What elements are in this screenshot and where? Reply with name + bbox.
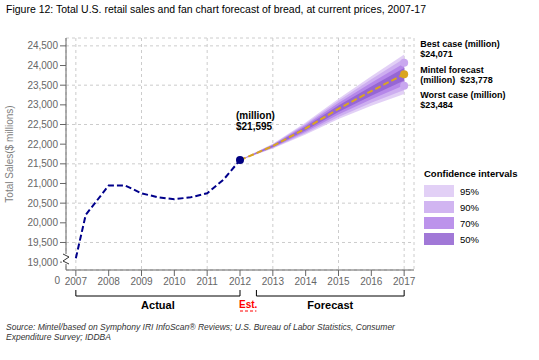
html-text:90%: 90%: [460, 201, 479, 213]
svg-text:19,500: 19,500: [27, 237, 58, 248]
svg-text:2014: 2014: [295, 276, 318, 287]
svg-text:20,500: 20,500: [27, 198, 58, 209]
svg-text:21,000: 21,000: [27, 178, 58, 189]
html-text:95%: 95%: [460, 185, 479, 197]
svg-text:20,000: 20,000: [27, 217, 58, 228]
svg-text:2010: 2010: [163, 276, 186, 287]
svg-text:2009: 2009: [130, 276, 153, 287]
html-text:Source: Mintel/based on Sympho: Source: Mintel/based on Symphony IRI Inf…: [6, 322, 395, 343]
svg-text:Actual: Actual: [141, 299, 175, 311]
svg-text:2015: 2015: [327, 276, 350, 287]
svg-text:(million)$21,595: (million)$21,595: [236, 110, 275, 132]
svg-text:2016: 2016: [360, 276, 383, 287]
html-text:Confidence intervals: Confidence intervals: [424, 168, 518, 179]
svg-text:2012: 2012: [229, 276, 252, 287]
svg-text:Total Sales($ millions): Total Sales($ millions): [8, 105, 15, 202]
html-text:70%: 70%: [460, 217, 479, 229]
svg-text:22,500: 22,500: [27, 119, 58, 130]
svg-text:Est.: Est.: [239, 299, 258, 310]
svg-text:Forecast: Forecast: [307, 299, 353, 311]
svg-text:Best case (million)$24,071: Best case (million)$24,071: [420, 39, 500, 59]
html-text:Figure 12: Total U.S. retail s: Figure 12: Total U.S. retail sales and f…: [6, 3, 426, 15]
svg-text:22,000: 22,000: [27, 139, 58, 150]
svg-text:19,000: 19,000: [27, 257, 58, 268]
svg-text:2011: 2011: [196, 276, 218, 287]
svg-text:Worst case (million)$23,484: Worst case (million)$23,484: [420, 90, 505, 110]
svg-text:2013: 2013: [262, 276, 285, 287]
svg-text:23,500: 23,500: [27, 80, 58, 91]
svg-text:0: 0: [54, 275, 60, 286]
svg-text:Mintel forecast(million) $23,: Mintel forecast(million) $23,778: [420, 65, 493, 85]
svg-text:2008: 2008: [98, 276, 121, 287]
html-text:50%: 50%: [460, 233, 479, 245]
svg-text:24,000: 24,000: [27, 60, 58, 71]
svg-text:21,500: 21,500: [27, 158, 58, 169]
svg-text:24,500: 24,500: [27, 40, 58, 51]
svg-text:2007: 2007: [65, 276, 88, 287]
svg-text:2017: 2017: [393, 276, 416, 287]
svg-text:23,000: 23,000: [27, 99, 58, 110]
